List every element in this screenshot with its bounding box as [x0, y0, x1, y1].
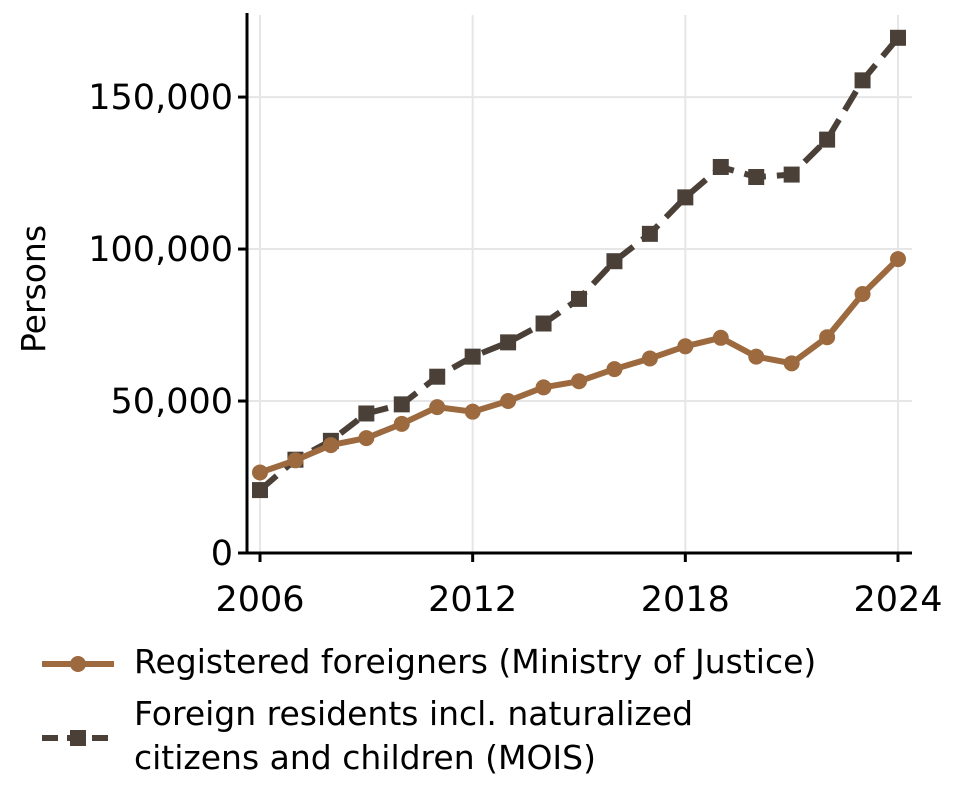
data-point — [500, 393, 517, 410]
legend-label-foreign-residents-line2: citizens and children (MOIS) — [134, 738, 596, 777]
data-point — [393, 396, 410, 413]
data-point — [677, 338, 694, 355]
y-axis-title: Persons — [14, 225, 53, 353]
x-tick-label: 2024 — [853, 580, 942, 620]
data-point — [890, 29, 906, 46]
legend-swatch-solid-circle — [42, 656, 114, 672]
series-registered-foreigners — [252, 251, 906, 481]
line-chart: 0 50,000 100,000 150,000 2006 2012 2018 2024 Pe… — [14, 13, 943, 620]
data-point — [322, 437, 339, 454]
data-point — [748, 348, 765, 365]
legend: Registered foreigners (Ministry of Justi… — [40, 640, 950, 780]
data-point — [819, 329, 836, 346]
data-point — [677, 189, 694, 206]
data-point — [252, 464, 268, 481]
series-layer — [252, 29, 906, 499]
data-point — [854, 286, 871, 303]
grid — [247, 15, 912, 553]
data-point — [464, 403, 481, 420]
data-point — [854, 72, 871, 89]
data-point — [429, 399, 446, 416]
legend-label-foreign-residents: Foreign residents incl. naturalized citi… — [134, 692, 693, 780]
legend-item-registered-foreigners: Registered foreigners (Ministry of Justi… — [40, 640, 950, 684]
y-tick-label: 50,000 — [111, 382, 233, 422]
data-point — [712, 329, 729, 346]
y-tick-label: 150,000 — [88, 78, 233, 118]
data-point — [712, 158, 729, 175]
data-point — [890, 251, 906, 268]
data-point — [819, 131, 836, 148]
legend-item-foreign-residents: Foreign residents incl. naturalized citi… — [40, 692, 950, 780]
data-point — [571, 373, 587, 390]
y-tick-label: 0 — [211, 534, 233, 574]
data-point — [641, 350, 658, 367]
data-point — [358, 430, 375, 447]
data-point — [464, 348, 481, 365]
data-point — [748, 169, 765, 186]
series-foreign-residents — [252, 29, 906, 499]
ticks: 0 50,000 100,000 150,000 2006 2012 2018 2024 — [88, 78, 942, 620]
x-tick-label: 2006 — [215, 580, 304, 620]
data-point — [393, 415, 410, 432]
legend-swatch-dashed-square — [42, 730, 114, 746]
data-point — [535, 315, 552, 332]
x-tick-label: 2018 — [641, 580, 730, 620]
data-point — [571, 290, 587, 307]
data-point — [535, 379, 552, 396]
legend-label-registered-foreigners: Registered foreigners (Ministry of Justi… — [134, 642, 817, 681]
data-point — [606, 253, 623, 270]
data-point — [252, 482, 268, 499]
data-point — [287, 452, 304, 469]
y-tick-label: 100,000 — [88, 230, 233, 270]
series-line — [258, 35, 901, 493]
x-tick-label: 2012 — [428, 580, 517, 620]
data-point — [783, 355, 800, 372]
legend-label-foreign-residents-line1: Foreign residents incl. naturalized — [134, 694, 694, 733]
data-point — [500, 334, 517, 351]
data-point — [783, 166, 800, 183]
data-point — [429, 368, 446, 385]
data-point — [358, 405, 375, 422]
axes — [245, 13, 912, 555]
data-point — [606, 361, 623, 378]
data-point — [641, 225, 658, 242]
